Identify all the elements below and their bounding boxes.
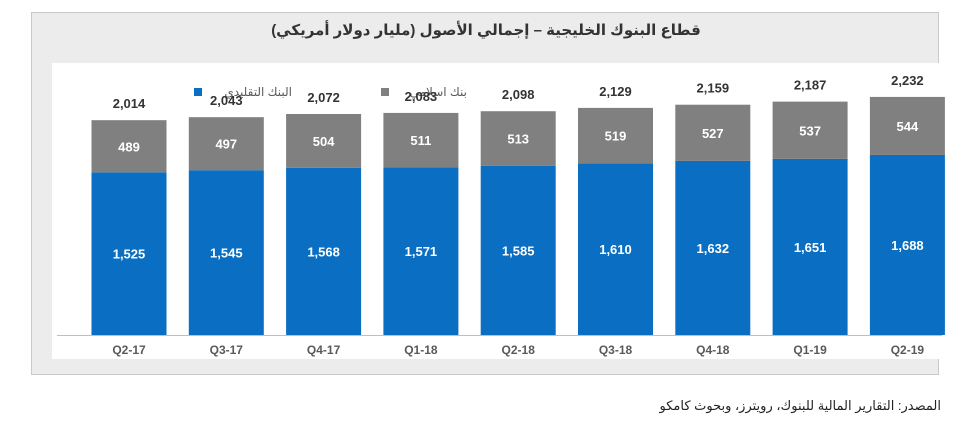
x-tick-label: Q1-18 [404,343,438,357]
x-tick-label: Q3-18 [599,343,633,357]
bar-islamic [91,120,167,173]
legend-label-conventional: البنك التقليدي [224,85,292,99]
x-tick-label: Q4-18 [696,343,730,357]
x-tick-label: Q1-19 [793,343,827,357]
legend-label-islamic: بنك اسلامي [410,85,467,99]
data-label-islamic: 544 [897,119,919,134]
data-label-islamic: 497 [215,137,237,152]
bar-islamic [383,112,459,168]
chart-frame: قطاع البنوك الخليجية – إجمالي الأصول (مل… [31,12,947,375]
x-tick-label: Q2-17 [112,343,146,357]
bar-conventional [480,165,556,335]
bar-islamic [772,101,848,159]
bar-conventional [772,158,848,335]
data-label-islamic: 511 [410,133,431,148]
x-tick-label: Q3-17 [210,343,244,357]
bar-conventional [578,163,653,335]
data-label-conventional: 1,651 [794,240,827,255]
data-label-conventional: 1,568 [307,244,340,259]
legend-swatch-conventional [194,88,202,96]
total-label: 2,098 [502,87,535,102]
data-label-conventional: 1,632 [697,241,730,256]
legend-swatch-islamic [381,88,389,96]
bar-islamic [286,113,362,168]
total-label: 2,043 [210,93,243,108]
total-label: 2,232 [891,73,924,88]
bar-islamic [480,111,556,166]
bar-conventional [383,167,459,335]
data-label-conventional: 1,525 [113,247,146,262]
chart-title: قطاع البنوك الخليجية – إجمالي الأصول (مل… [271,22,701,39]
plot-area: البنك التقليدي بنك اسلامي 1,525 489 2,014 Q2-… [52,63,947,359]
stacked-bar-chart: البنك التقليدي بنك اسلامي 1,525 489 2,014 Q2-… [57,73,945,357]
data-label-conventional: 1,571 [405,244,438,259]
total-label: 2,014 [113,96,146,111]
bar-conventional [675,160,751,335]
bar-islamic [675,104,751,161]
total-label: 2,187 [794,78,827,93]
data-label-islamic: 504 [313,134,335,149]
source-note: المصدر: التقارير المالية للبنوك، رويترز،… [659,398,941,413]
x-tick-label: Q2-19 [891,343,925,357]
total-label: 2,072 [307,90,340,105]
data-label-conventional: 1,610 [599,242,632,257]
bar-islamic [578,107,653,164]
data-label-islamic: 489 [118,139,140,154]
data-label-islamic: 513 [507,132,529,147]
data-label-conventional: 1,545 [210,246,243,261]
bar-conventional [286,167,362,335]
data-label-islamic: 537 [799,123,821,138]
x-tick-label: Q4-17 [307,343,341,357]
bar-conventional [869,154,945,335]
bar-islamic [188,117,264,171]
data-label-conventional: 1,585 [502,243,535,258]
total-label: 2,129 [599,84,632,99]
bar-conventional [91,172,167,335]
total-label: 2,159 [697,81,730,96]
bar-conventional [188,170,264,335]
total-label: 2,083 [405,89,438,104]
bar-islamic [869,96,945,155]
data-label-islamic: 519 [605,129,627,144]
data-label-islamic: 527 [702,126,724,141]
data-label-conventional: 1,688 [891,238,924,253]
x-tick-label: Q2-18 [502,343,536,357]
